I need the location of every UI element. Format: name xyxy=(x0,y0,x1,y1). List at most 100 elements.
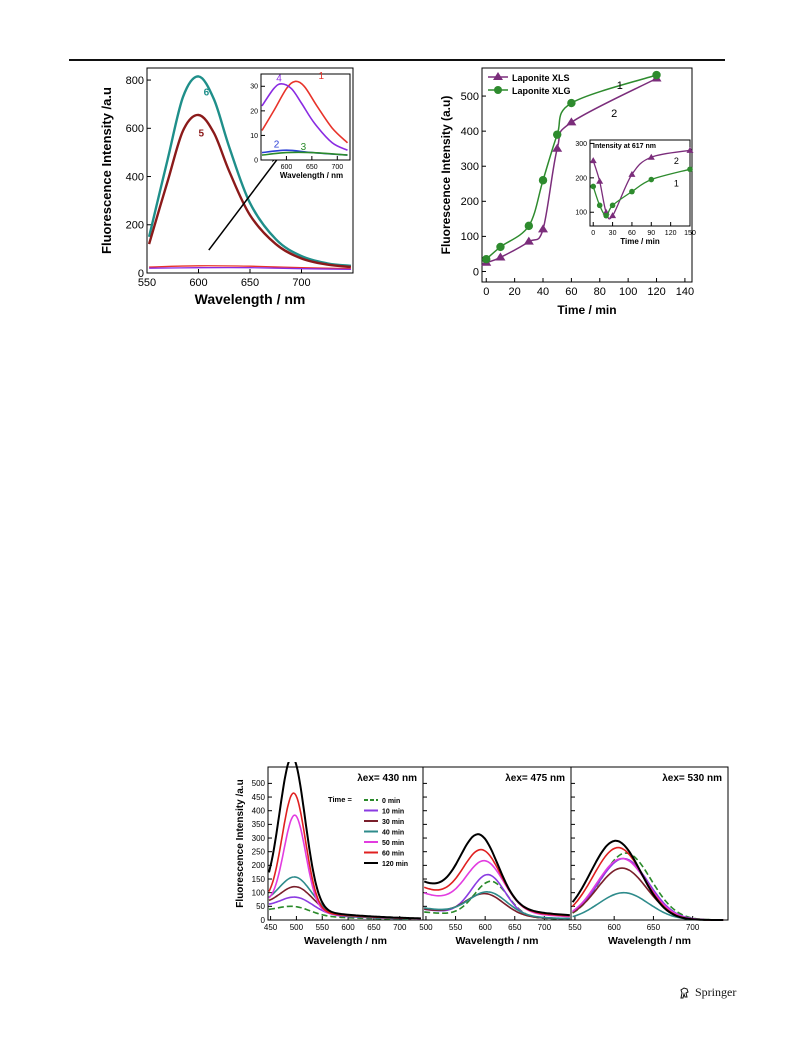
inset-xlg-marker xyxy=(603,212,609,219)
right-inset-xlabel: Time / min xyxy=(620,237,660,246)
panel1-ytick-label: 200 xyxy=(252,861,266,870)
panel3-frame xyxy=(570,766,729,921)
left-main-series-line xyxy=(147,113,352,269)
publisher-name: Springer xyxy=(695,985,737,999)
panel1-ytick-label: 350 xyxy=(252,820,266,829)
springer-horse-icon xyxy=(680,986,689,998)
panel1-ytick-label: 100 xyxy=(252,888,266,897)
inset-xls-marker xyxy=(647,153,655,160)
panel1-ytick-label: 300 xyxy=(252,834,266,843)
panel1-ytick-label: 250 xyxy=(252,847,266,856)
panel1-ytick-label: 500 xyxy=(252,779,266,788)
right-inset-xtick-label: 90 xyxy=(647,230,655,237)
figure-bottom: 450 500 550 600 650 700 0 50 100 150 200 250 300 350 4… xyxy=(235,762,729,947)
right-inset-title: Intensity at 617 nm xyxy=(593,143,656,150)
panel3-xtick-label: 550 xyxy=(568,923,582,932)
right-main-xtick-label: 40 xyxy=(537,286,549,298)
xls-marker xyxy=(552,143,563,152)
panel1-xtick-label: 450 xyxy=(264,923,278,932)
left-main-ytick-label: 0 xyxy=(138,268,144,280)
right-main-xtick-label: 0 xyxy=(483,286,489,298)
right-inset-xtick-label: 150 xyxy=(684,230,696,237)
arrow-line xyxy=(208,156,280,251)
panel2-frame xyxy=(422,766,572,921)
springer-logo: Springer xyxy=(678,985,736,1000)
xlg-marker xyxy=(524,221,534,231)
left-main-ytick-label: 400 xyxy=(126,171,144,183)
left-inset-xtick-label: 700 xyxy=(331,164,343,171)
left-inset-ytick-label: 10 xyxy=(250,133,258,140)
inset-xls-marker xyxy=(609,212,617,219)
right-inset-frame xyxy=(589,139,691,227)
left-main-series-line xyxy=(147,75,352,267)
right-main-xtick-label: 20 xyxy=(509,286,521,298)
right-main-xtick-label: 60 xyxy=(565,286,577,298)
panel2-xtick-label: 550 xyxy=(449,923,463,932)
right-inset-ytick-label: 200 xyxy=(575,175,587,182)
legend-item-label: 0 min xyxy=(382,798,400,805)
inset-label-4: 4 xyxy=(276,73,282,84)
right-main-ytick-label: 200 xyxy=(461,196,479,208)
left-inset-ytick-label: 20 xyxy=(250,108,258,115)
left-main-ytick-label: 800 xyxy=(126,75,144,87)
panel2-time-curve xyxy=(424,891,570,920)
left-inset-xtick-label: 650 xyxy=(306,164,318,171)
panel2-excitation-label: λex= 475 nm xyxy=(505,773,565,784)
right-inset-ytick-label: 300 xyxy=(575,141,587,148)
panel1-time-curve xyxy=(268,762,421,920)
right-inset-xtick-label: 60 xyxy=(628,230,636,237)
legend-label-xlg: Laponite XLG xyxy=(512,86,571,96)
panel2-xlabel: Wavelength / nm xyxy=(455,935,538,947)
left-main-series-line xyxy=(149,266,351,271)
xlg-marker xyxy=(482,254,491,264)
legend-item-label: 120 min xyxy=(382,861,408,868)
left-main-xtick-label: 600 xyxy=(189,277,207,289)
panel1-ytick-label: 50 xyxy=(256,902,265,911)
panel3-time-curve xyxy=(571,839,724,921)
right-main-xtick-label: 100 xyxy=(619,286,637,298)
left-inset-xlabel: Wavelength / nm xyxy=(280,171,343,180)
inset-xlg-marker xyxy=(590,183,597,190)
header-rule xyxy=(69,59,725,61)
xls-marker xyxy=(523,236,534,245)
inset-xls-marker xyxy=(596,177,604,184)
inset-xlg-marker xyxy=(609,202,616,209)
right-inset-xtick-label: 120 xyxy=(665,230,677,237)
panel2-time-curve xyxy=(423,833,570,917)
left-main-ylabel: Fluorescence Intensity /a.u xyxy=(99,87,114,254)
panel2-xtick-label: 600 xyxy=(478,923,492,932)
panel1-xtick-label: 600 xyxy=(341,923,355,932)
left-main-ytick-label: 600 xyxy=(126,123,144,135)
left-inset-series-line xyxy=(261,82,348,151)
right-main-xlabel: Time / min xyxy=(557,303,616,317)
xls-marker xyxy=(495,252,506,261)
xlg-marker xyxy=(652,70,661,80)
right-main-ytick-label: 0 xyxy=(473,266,479,278)
bottom-ylabel: Fluorescence Intensity /a.u xyxy=(235,779,246,907)
curve-label-1: 1 xyxy=(617,80,623,92)
figure-right: 0 20 40 60 80 100 120 1400100200300400500Laponi… xyxy=(439,67,696,317)
inset-xlg-marker xyxy=(648,176,655,183)
panel1-xtick-label: 700 xyxy=(393,923,407,932)
left-inset-xtick-label: 600 xyxy=(281,164,293,171)
left-inset-series-line xyxy=(261,80,349,144)
right-inset-ytick-label: 100 xyxy=(575,210,587,217)
panel3-xtick-label: 600 xyxy=(607,923,621,932)
panel3-xtick-label: 700 xyxy=(686,923,700,932)
inset-label-3: 3 xyxy=(301,142,307,153)
right-main-ytick-label: 500 xyxy=(461,91,479,103)
right-main-xtick-label: 120 xyxy=(647,286,665,298)
left-main-xtick-label: 700 xyxy=(292,277,310,289)
left-main-ytick-label: 200 xyxy=(126,220,144,232)
inset-label-1: 1 xyxy=(318,71,324,82)
panel1-ytick-label: 150 xyxy=(252,875,266,884)
panel3-xtick-label: 650 xyxy=(647,923,661,932)
panel2-xtick-label: 650 xyxy=(508,923,522,932)
panel1-ytick-label: 450 xyxy=(252,793,266,802)
panel1-xtick-label: 550 xyxy=(316,923,330,932)
panel1-ytick-label: 400 xyxy=(252,807,266,816)
xls-marker xyxy=(538,224,549,233)
legend-label-xls: Laponite XLS xyxy=(512,73,570,83)
xlg-marker xyxy=(567,98,576,108)
